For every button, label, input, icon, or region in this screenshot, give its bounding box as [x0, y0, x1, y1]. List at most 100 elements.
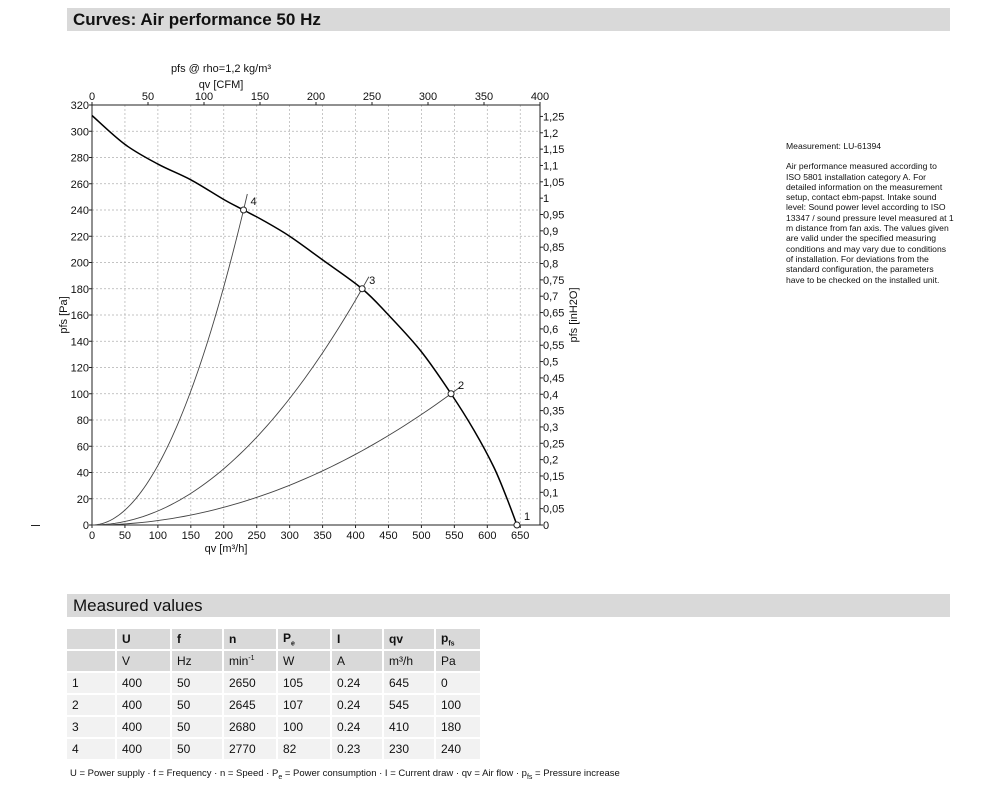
table-header-row-cell: pfs: [436, 629, 482, 651]
y2-tick-label: 0,65: [543, 308, 564, 320]
y2-tick-label: 0,95: [543, 209, 564, 221]
table-units-row-cell: V: [117, 651, 172, 673]
table-row-cell: 107: [278, 695, 332, 717]
table-units-row-cell: [67, 651, 117, 673]
y2-tick-label: 1,05: [543, 177, 564, 189]
table-row-cell: 400: [117, 739, 172, 761]
y-axis-label: pfs [Pa]: [58, 296, 70, 333]
y-tick-label: 220: [71, 231, 89, 243]
air-performance-chart: 0 50 100 150 200 250 300 350 400 450 500 550 600 6500…: [58, 63, 580, 555]
y2-tick-label: 0,35: [543, 406, 564, 418]
table-row-cell: 82: [278, 739, 332, 761]
table-row-cell: 0.24: [332, 673, 384, 695]
measured-values-bar: Measured values: [67, 594, 950, 617]
table-row-cell: 2: [67, 695, 117, 717]
table-header-row-cell: f: [172, 629, 224, 651]
y-tick-label: 240: [71, 205, 89, 217]
table-row-cell: 0.24: [332, 695, 384, 717]
y2-tick-label: 0,2: [543, 455, 558, 467]
table-header-row-cell: I: [332, 629, 384, 651]
y-tick-label: 300: [71, 126, 89, 138]
table-row-cell: 2645: [224, 695, 278, 717]
y2-axis-label: pfs [inH2O]: [568, 287, 580, 342]
system-curve: [91, 193, 248, 526]
measured-values-title: Measured values: [73, 596, 203, 615]
table-units-row-cell: A: [332, 651, 384, 673]
table-row-cell: 230: [384, 739, 436, 761]
chart-labels: 0 50 100 150 200 250 300 350 400 450 500 550 600 6500…: [58, 63, 580, 555]
operating-point: [447, 390, 455, 398]
table-row-cell: 410: [384, 717, 436, 739]
page-title: Curves: Air performance 50 Hz: [73, 10, 321, 29]
chart-axes: [89, 102, 543, 528]
x-tick-label: 200: [215, 530, 233, 542]
table-row-cell: 180: [436, 717, 482, 739]
x-tick-label: 100: [149, 530, 167, 542]
x2-tick-label: 50: [142, 91, 154, 103]
x2-tick-label: 150: [251, 91, 269, 103]
table-row: 2 400 50 2645 107 0.24 545 100: [67, 695, 482, 717]
table-row-cell: 50: [172, 739, 224, 761]
y-tick-label: 280: [71, 153, 89, 165]
table-row-cell: 50: [172, 673, 224, 695]
x-tick-label: 0: [89, 530, 95, 542]
y2-tick-label: 1,2: [543, 128, 558, 140]
x-tick-label: 600: [478, 530, 496, 542]
y-tick-label: 0: [83, 520, 89, 532]
y2-tick-label: 1,1: [543, 160, 558, 172]
x-tick-label: 50: [119, 530, 131, 542]
y2-tick-label: 0,3: [543, 422, 558, 434]
y2-tick-label: 0,9: [543, 226, 558, 238]
x2-tick-label: 350: [475, 91, 493, 103]
y2-tick-label: 0,1: [543, 487, 558, 499]
title-bar: Curves: Air performance 50 Hz: [67, 8, 950, 31]
y2-tick-label: 1: [543, 193, 549, 205]
x-tick-label: 550: [445, 530, 463, 542]
table-row-cell: 105: [278, 673, 332, 695]
table-row-cell: 0: [436, 673, 482, 695]
y-tick-label: 60: [77, 441, 89, 453]
table-row-cell: 50: [172, 717, 224, 739]
y2-tick-label: 0,75: [543, 275, 564, 287]
measurement-description: Air performance measured according to IS…: [786, 161, 954, 285]
system-curve: [91, 386, 461, 526]
operating-point: [240, 206, 248, 214]
table-row: 1 400 50 2650 105 0.24 645 0: [67, 673, 482, 695]
x-tick-label: 400: [346, 530, 364, 542]
table-row-cell: 100: [436, 695, 482, 717]
table-row: 3 400 50 2680 100 0.24 410 180: [67, 717, 482, 739]
table-units-row-cell: min-1: [224, 651, 278, 673]
x-tick-label: 300: [280, 530, 298, 542]
table-row-cell: 645: [384, 673, 436, 695]
y2-tick-label: 0: [543, 520, 549, 532]
x2-tick-label: 300: [419, 91, 437, 103]
table-row-cell: 240: [436, 739, 482, 761]
x2-tick-label: 250: [363, 91, 381, 103]
table-units-row-cell: m³/h: [384, 651, 436, 673]
x-tick-label: 250: [248, 530, 266, 542]
table-row-cell: 1: [67, 673, 117, 695]
x-tick-label: 650: [511, 530, 529, 542]
y-tick-label: 320: [71, 100, 89, 112]
table-units-row-cell: Pa: [436, 651, 482, 673]
operating-point-label: 2: [458, 380, 464, 392]
table-row-cell: 50: [172, 695, 224, 717]
table-row-cell: 3: [67, 717, 117, 739]
y2-tick-label: 0,5: [543, 357, 558, 369]
margin-mark: [31, 525, 40, 526]
y2-tick-label: 0,05: [543, 504, 564, 516]
operating-point-label: 4: [251, 196, 257, 208]
table-units-row-cell: W: [278, 651, 332, 673]
y-tick-label: 200: [71, 258, 89, 270]
y2-tick-label: 0,15: [543, 471, 564, 483]
table-row-cell: 400: [117, 717, 172, 739]
abbreviation-legend: U = Power supply · f = Frequency · n = S…: [70, 768, 620, 781]
table-row-cell: 2650: [224, 673, 278, 695]
y-tick-label: 160: [71, 310, 89, 322]
measurement-note: Measurement: LU-61394 Air performance me…: [786, 141, 954, 285]
x-tick-label: 500: [412, 530, 430, 542]
table-row-cell: 400: [117, 695, 172, 717]
table-row-cell: 400: [117, 673, 172, 695]
